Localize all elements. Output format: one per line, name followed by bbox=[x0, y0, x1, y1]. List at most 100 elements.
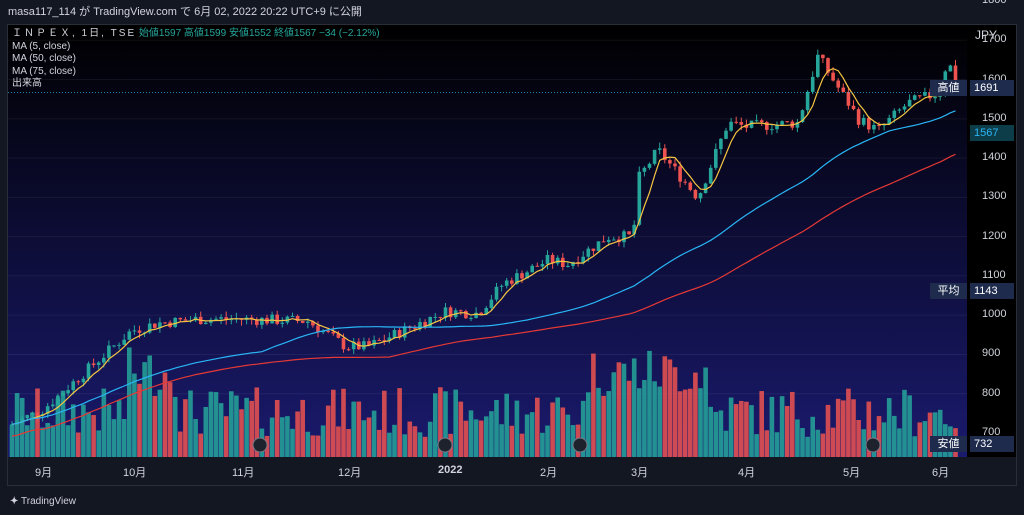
volume-bar bbox=[759, 391, 764, 457]
volume-bar bbox=[637, 388, 642, 457]
volume-bar bbox=[524, 414, 530, 457]
candle-body bbox=[566, 265, 570, 267]
candle-body bbox=[10, 424, 14, 426]
volume-bar bbox=[596, 387, 601, 457]
candle-body bbox=[219, 317, 223, 319]
volume-bar bbox=[280, 417, 285, 457]
volume-bar bbox=[795, 419, 800, 457]
volume-bar bbox=[443, 391, 448, 457]
volume-bar bbox=[60, 390, 66, 457]
candle-body bbox=[714, 149, 718, 168]
candle-body bbox=[438, 316, 443, 318]
ma75-label[interactable]: MA (75, close) bbox=[12, 65, 76, 77]
volume-bar bbox=[223, 416, 229, 457]
candle-body bbox=[86, 363, 91, 379]
candle-body bbox=[734, 121, 738, 123]
candle-body bbox=[224, 317, 228, 320]
time-axis[interactable]: 9月 10月 11月 12月 2022 2月 3月 4月 5月 6月 bbox=[8, 457, 967, 485]
price-tick-label: 1000 bbox=[982, 308, 1007, 321]
volume-bar bbox=[519, 433, 525, 457]
candle-body bbox=[295, 315, 300, 321]
candle-body bbox=[204, 322, 208, 325]
candle-body bbox=[71, 381, 75, 391]
candle-body bbox=[948, 65, 953, 72]
volume-bar bbox=[468, 410, 474, 457]
volume-label[interactable]: 出来高 bbox=[12, 78, 42, 89]
volume-bar bbox=[825, 404, 831, 457]
candle-body bbox=[392, 330, 397, 338]
candle-body bbox=[688, 182, 693, 190]
candle-body bbox=[122, 339, 126, 345]
volume-bar bbox=[157, 389, 163, 457]
time-tick-label: 3月 bbox=[631, 467, 649, 479]
candle-body bbox=[545, 254, 550, 264]
volume-bar bbox=[662, 356, 668, 457]
candle-body bbox=[887, 117, 891, 125]
price-tick-label: 800 bbox=[982, 386, 1001, 399]
candle-body bbox=[91, 363, 96, 365]
volume-bar bbox=[698, 388, 703, 457]
ohlc-values: 始値1597 高値1599 安値1552 終値1567 −34 (−2.12%) bbox=[138, 28, 380, 39]
candle-body bbox=[586, 248, 591, 257]
volume-bar bbox=[178, 431, 183, 457]
volume-bar bbox=[591, 353, 596, 457]
volume-bar bbox=[652, 381, 657, 457]
volume-bar bbox=[167, 382, 173, 457]
candle-body bbox=[520, 273, 524, 279]
volume-bar bbox=[198, 433, 203, 457]
volume-bar bbox=[703, 367, 708, 457]
volume-bar bbox=[478, 420, 484, 457]
candle-body bbox=[341, 337, 346, 350]
volume-bar bbox=[14, 393, 20, 457]
ma5-label[interactable]: MA (5, close) bbox=[12, 40, 71, 52]
volume-bar bbox=[728, 397, 734, 457]
volume-bar bbox=[213, 392, 219, 457]
ma50-label[interactable]: MA (50, close) bbox=[12, 53, 76, 64]
volume-bar bbox=[545, 425, 550, 457]
candle-body bbox=[902, 106, 907, 110]
volume-bar bbox=[631, 358, 637, 457]
volume-bar bbox=[320, 425, 326, 457]
volume-bar bbox=[234, 395, 239, 457]
candle-body bbox=[800, 110, 805, 123]
volume-bar bbox=[249, 400, 254, 457]
ma75-line bbox=[11, 153, 956, 437]
candle-body bbox=[127, 331, 132, 340]
time-tick-label: 5月 bbox=[843, 467, 861, 479]
candle-body bbox=[535, 265, 540, 267]
candle-body bbox=[351, 341, 356, 350]
candle-body bbox=[346, 349, 351, 351]
volume-bar bbox=[295, 411, 300, 457]
volume-bar bbox=[111, 419, 117, 457]
volume-bar bbox=[861, 429, 866, 457]
candle-body bbox=[831, 72, 835, 81]
candle-body bbox=[132, 330, 137, 332]
volume-bar bbox=[336, 426, 341, 457]
volume-bar bbox=[346, 429, 351, 457]
candle-body bbox=[494, 286, 499, 300]
volume-bar bbox=[438, 387, 443, 457]
volume-bar bbox=[830, 427, 836, 457]
price-chart[interactable] bbox=[8, 25, 1016, 485]
candle-body bbox=[606, 239, 611, 243]
volume-bar bbox=[458, 401, 464, 457]
candle-body bbox=[367, 341, 371, 346]
candle-body bbox=[504, 280, 509, 286]
candle-body bbox=[311, 321, 315, 326]
candle-body bbox=[464, 311, 468, 319]
time-tick-label: 2022 bbox=[438, 464, 463, 476]
price-axis[interactable] bbox=[967, 25, 1016, 457]
chart-legend: ＩＮＰＥＸ, 1日, TSE 始値1597 高値1599 安値1552 終値15… bbox=[12, 28, 380, 91]
volume-bar bbox=[912, 436, 917, 457]
candle-body bbox=[805, 91, 810, 111]
volume-bar bbox=[550, 402, 555, 457]
candle-body bbox=[555, 257, 560, 264]
volume-bar bbox=[529, 412, 535, 457]
candle-body bbox=[678, 166, 682, 182]
volume-bar bbox=[601, 395, 606, 457]
candle-body bbox=[897, 109, 902, 111]
volume-bar bbox=[274, 400, 280, 457]
candle-body bbox=[300, 320, 305, 323]
candle-body bbox=[280, 322, 285, 324]
volume-bar bbox=[672, 367, 678, 457]
